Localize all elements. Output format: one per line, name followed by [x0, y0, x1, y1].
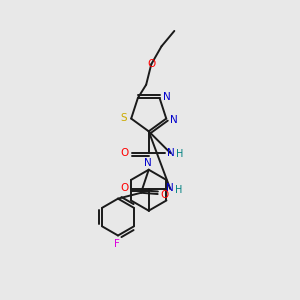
Text: O: O	[161, 190, 169, 200]
Text: H: H	[176, 149, 183, 159]
Text: N: N	[167, 183, 174, 193]
Text: H: H	[175, 185, 182, 195]
Text: S: S	[121, 113, 127, 123]
Text: N: N	[167, 148, 174, 158]
Text: O: O	[121, 148, 129, 158]
Text: O: O	[147, 59, 155, 69]
Text: N: N	[144, 158, 151, 167]
Text: N: N	[169, 115, 177, 125]
Text: F: F	[114, 239, 120, 250]
Text: N: N	[163, 92, 171, 102]
Text: O: O	[120, 183, 128, 194]
